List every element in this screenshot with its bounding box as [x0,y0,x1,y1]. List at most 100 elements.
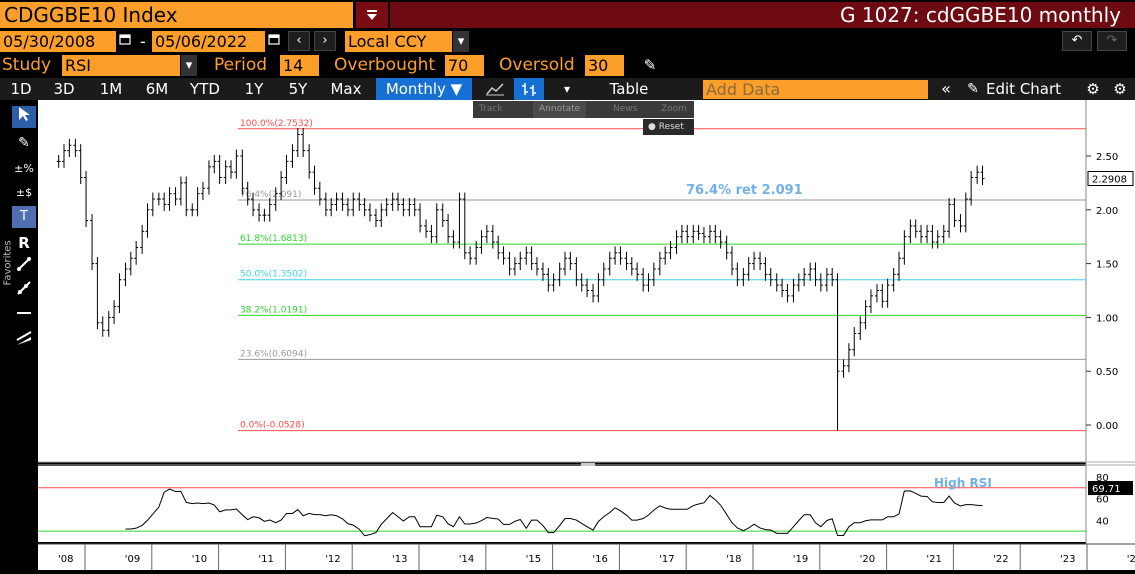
x-tick-label: '13 [392,554,407,565]
prev-period-button[interactable]: ‹ [288,31,310,51]
tf-5y[interactable]: 5Y [288,80,308,98]
price-tick-label: 2.00 [1096,206,1118,217]
price-tick-label: 1.00 [1096,313,1118,324]
pointer-tool-icon[interactable] [12,106,36,128]
rsi-tick-label: 40 [1096,516,1109,527]
drawing-tools-sidebar: ✎ ±% ±$ T R Favorites [0,100,38,570]
x-tick-label: '11 [258,554,273,565]
tf-6m[interactable]: 6M [145,80,169,98]
zoom-button[interactable]: Zoom [661,104,687,114]
end-date-field[interactable]: 05/06/2022 [152,31,265,52]
calendar-icon[interactable] [117,31,133,52]
rsi-tick-label: 60 [1096,495,1109,506]
line-chart-icon[interactable] [478,78,512,100]
start-date-field[interactable]: 05/30/2008 [0,31,116,52]
x-tick-label: '24 [1127,554,1135,565]
x-tick-label: '23 [1060,554,1075,565]
currency-dropdown-icon[interactable]: ▾ [453,31,469,52]
price-tick-label: 0.00 [1096,421,1118,432]
price-tick-label: 2.50 [1096,152,1118,163]
reset-button[interactable]: ● Reset [643,119,694,135]
price-chart: 100.0%(2.7532) 76.4%(2.091) 61.8%(1.6813) 5… [38,100,1135,570]
x-tick-label: '14 [459,554,474,565]
pen-tool-icon[interactable]: ✎ [18,135,30,151]
x-tick-label: '22 [993,554,1008,565]
channel-tool-icon[interactable] [12,330,36,352]
favorites-tab[interactable]: Favorites [2,240,14,286]
price-panel [38,100,1086,462]
fib-level-label: 76.4%(2.091) [240,190,301,200]
tf-ytd[interactable]: YTD [190,80,220,98]
x-tick-label: '10 [192,554,207,565]
redo-button[interactable]: ↷ [1097,31,1127,51]
price-tick-label: 0.50 [1096,367,1118,378]
date-range-bar: 05/30/2008 - 05/06/2022 ‹ › Local CCY ▾ … [0,31,1135,53]
collapse-icon[interactable]: « [941,79,951,98]
pencil-icon[interactable]: ✎ [643,56,657,74]
trendline-tool-icon[interactable] [12,256,36,278]
reset-label: Reset [658,122,684,132]
date-separator: - [140,32,146,51]
bar-chart-icon[interactable] [514,78,544,100]
x-tick-label: '18 [726,554,741,565]
last-value-tag [1087,171,1134,187]
tf-1m[interactable]: 1M [99,80,123,98]
tf-max[interactable]: Max [330,80,362,98]
percent-tool-icon[interactable]: ±% [14,162,34,175]
x-tick-label: '16 [592,554,607,565]
x-tick-label: '08 [58,554,73,565]
toolbar: 1D 3D 1M 6M YTD 1Y 5Y Max Monthly ▼ ▾ Ta… [0,78,1135,100]
undo-button[interactable]: ↶ [1062,31,1092,51]
calendar-icon[interactable] [266,31,282,52]
tf-1y[interactable]: 1Y [244,80,264,98]
oversold-field[interactable]: 30 [585,55,624,76]
fib-level-label: 50.0%(1.3502) [240,270,307,280]
track-button[interactable]: Track [479,104,503,114]
study-label: Study [2,55,52,75]
study-bar: Study RSI ▾ Period 14 Overbought 70 Over… [0,54,1135,77]
price-tick-label: 1.50 [1096,260,1118,271]
x-tick-label: '20 [860,554,875,565]
edit-chart-button[interactable]: Edit Chart [986,80,1062,98]
x-tick-label: '12 [325,554,340,565]
fib-level-label: 61.8%(1.6813) [240,234,307,244]
currency-field[interactable]: Local CCY [345,31,452,52]
frequency-dropdown[interactable]: Monthly ▼ [376,78,472,100]
annotate-button[interactable]: Annotate [533,101,587,118]
horizontal-line-tool-icon[interactable] [12,305,36,327]
ray-tool-icon[interactable] [12,280,36,302]
rsi-line [125,488,983,537]
fib-level-label: 23.6%(0.6094) [240,349,307,359]
rsi-panel [38,466,1086,542]
last-value-label: 2.2908 [1092,175,1127,186]
add-data-input[interactable]: Add Data [703,80,928,99]
annotate-toolbar: Track Annotate News Zoom [473,101,694,118]
rsi-last-label: 69.71 [1092,484,1121,495]
x-tick-label: '21 [926,554,941,565]
rsi-callout: High RSI [934,476,992,490]
gear-icon[interactable]: ⚙ [1113,80,1127,98]
retracement-callout: 76.4% ret 2.091 [686,183,803,198]
retracement-tool-icon[interactable]: R [18,234,30,252]
overbought-field[interactable]: 70 [445,55,484,76]
ticker-field[interactable]: CDGGBE10 Index [0,2,353,28]
news-button[interactable]: News [613,104,638,114]
dollar-tool-icon[interactable]: ±$ [15,186,33,199]
rsi-tick-label: 80 [1096,473,1109,484]
period-label: Period [214,55,268,75]
ticker-menu-button[interactable] [356,2,388,28]
fib-level-label: 100.0%(2.7532) [240,119,313,129]
chart-settings-icon[interactable]: ⚙ [1086,80,1100,98]
chart-area[interactable]: 100.0%(2.7532) 76.4%(2.091) 61.8%(1.6813) 5… [38,100,1135,570]
period-field[interactable]: 14 [280,55,319,76]
chart-type-dropdown-icon[interactable]: ▾ [563,82,571,96]
text-tool-icon[interactable]: T [12,206,36,228]
tf-3d[interactable]: 3D [53,80,75,98]
x-tick-label: '17 [659,554,674,565]
table-button[interactable]: Table [609,80,649,98]
rsi-last-tag [1088,481,1133,496]
next-period-button[interactable]: › [314,31,336,51]
tf-1d[interactable]: 1D [10,80,32,98]
study-field[interactable]: RSI [62,55,180,76]
study-dropdown-icon[interactable]: ▾ [181,55,197,76]
